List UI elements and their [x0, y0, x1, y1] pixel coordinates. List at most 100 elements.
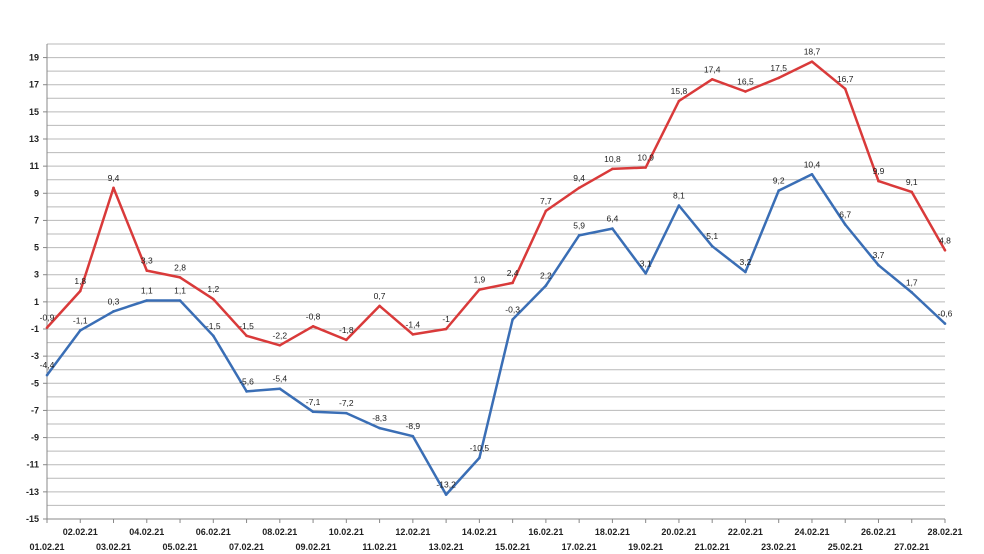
data-label: 3,7 [873, 250, 885, 260]
x-tick-label: 05.02.21 [163, 542, 198, 552]
x-tick-label: 19.02.21 [628, 542, 663, 552]
x-tick-label: 15.02.21 [495, 542, 530, 552]
data-point [511, 318, 514, 321]
data-label: 2,8 [174, 262, 186, 272]
data-point [677, 204, 681, 207]
data-point [345, 338, 348, 342]
data-labels: -0,9 1,8 9,4 3,3 2,8 1,2 -1,5 -2,2 -0,8 -1,8 0,7 -1… [40, 47, 953, 490]
data-label: 3,3 [141, 256, 153, 266]
data-label: 5,9 [573, 220, 585, 230]
data-point [211, 334, 215, 338]
data-label: 0,3 [108, 296, 120, 306]
data-label: 1,8 [74, 276, 86, 286]
data-point [677, 99, 681, 103]
data-point [943, 322, 947, 325]
data-label: -1,8 [339, 325, 354, 335]
data-point [278, 387, 282, 391]
data-point [378, 426, 381, 430]
data-label: 10,4 [804, 159, 821, 169]
data-point [710, 77, 714, 81]
data-label: 9,4 [573, 173, 585, 183]
x-tick-label: 26.02.21 [861, 527, 896, 537]
data-label: 1,2 [207, 284, 219, 294]
data-point [278, 343, 282, 347]
data-point [178, 299, 182, 302]
data-label: 9,4 [108, 173, 120, 183]
series-line-1 [46, 60, 947, 347]
x-tick-label: 06.02.21 [196, 527, 231, 537]
data-point [478, 288, 481, 291]
y-tick-label: 13 [29, 134, 39, 144]
data-point [877, 263, 880, 267]
y-tick-label: 15 [29, 107, 39, 117]
data-label: 3,1 [640, 258, 652, 268]
data-point [943, 248, 947, 252]
x-tick-label: 01.02.21 [29, 542, 64, 552]
y-tick-label: 9 [34, 188, 39, 198]
data-label: 5,1 [706, 231, 718, 241]
data-point [777, 76, 781, 80]
data-point [345, 411, 348, 415]
data-label: -1,4 [406, 319, 421, 329]
y-tick-label: -1 [31, 324, 39, 334]
axes: -15-13-11-9-7-5-3-113579111315171901.02.… [26, 44, 963, 552]
data-point [145, 269, 149, 272]
x-tick-label: 03.02.21 [96, 542, 131, 552]
gridlines [47, 43, 945, 520]
x-tick-label: 27.02.21 [894, 542, 929, 552]
data-label: 3,2 [740, 257, 752, 267]
data-label: 1,1 [141, 286, 153, 296]
data-point [644, 166, 647, 169]
data-point [245, 334, 248, 338]
data-point [78, 329, 82, 332]
x-tick-label: 13.02.21 [429, 542, 464, 552]
x-tick-label: 20.02.21 [661, 527, 696, 537]
x-tick-label: 23.02.21 [761, 542, 796, 552]
y-tick-label: -7 [31, 405, 39, 415]
data-label: -0,3 [505, 305, 520, 315]
data-point [777, 189, 781, 192]
data-point [544, 209, 548, 213]
data-label: 6,4 [606, 214, 618, 224]
x-tick-label: 16.02.21 [528, 527, 563, 537]
data-label: 2,4 [507, 268, 519, 278]
x-tick-label: 07.02.21 [229, 542, 264, 552]
data-point [411, 434, 415, 438]
x-tick-label: 14.02.21 [462, 527, 497, 537]
data-label: -7,1 [306, 397, 321, 407]
data-point [910, 291, 914, 294]
data-point [810, 172, 814, 176]
data-point [444, 327, 448, 331]
data-point [311, 324, 315, 328]
data-point [577, 186, 581, 190]
x-tick-label: 17.02.21 [562, 542, 597, 552]
x-tick-label: 11.02.21 [362, 542, 397, 552]
data-label: 2,2 [540, 271, 552, 281]
data-point [411, 333, 415, 336]
data-label: -1,5 [206, 321, 221, 331]
y-tick-label: 11 [29, 161, 39, 171]
data-label: 9,9 [873, 166, 885, 176]
data-label: -0,8 [306, 311, 321, 321]
y-tick-label: -5 [31, 378, 39, 388]
x-tick-label: 22.02.21 [728, 527, 763, 537]
data-label: 6,7 [839, 210, 851, 220]
data-label: -10,5 [470, 443, 490, 453]
x-tick-label: 18.02.21 [595, 527, 630, 537]
data-point [910, 190, 914, 194]
data-point [311, 410, 315, 414]
data-point [145, 299, 149, 302]
data-label: 10,8 [604, 154, 621, 164]
data-label: 18,7 [804, 47, 821, 57]
data-point [45, 326, 49, 329]
x-tick-label: 21.02.21 [695, 542, 730, 552]
data-point [211, 297, 215, 301]
data-label: -8,9 [406, 421, 421, 431]
data-point [644, 272, 647, 275]
x-tick-label: 08.02.21 [262, 527, 297, 537]
data-point [245, 390, 248, 393]
data-label: 10,9 [637, 153, 654, 163]
data-point [710, 244, 714, 248]
data-label: 8,1 [673, 191, 685, 201]
